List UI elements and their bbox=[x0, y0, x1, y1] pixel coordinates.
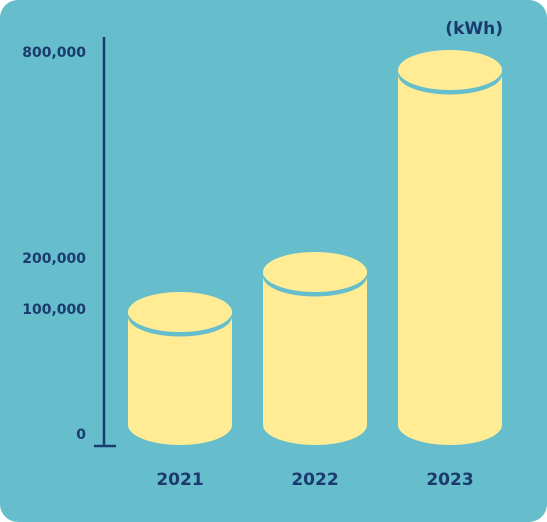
bar-top bbox=[263, 252, 367, 292]
bar-body bbox=[398, 71, 502, 445]
x-category-label: 2022 bbox=[291, 470, 338, 490]
y-tick-label: 100,000 bbox=[22, 302, 86, 318]
bar-body bbox=[128, 313, 232, 445]
bar-top bbox=[128, 292, 232, 332]
bar-2021 bbox=[128, 292, 232, 445]
y-tick-label: 0 bbox=[76, 427, 86, 443]
x-category-label: 2023 bbox=[426, 470, 473, 490]
bar-2023 bbox=[398, 50, 502, 445]
x-category-labels: 2021 2022 2023 bbox=[156, 470, 473, 490]
bar-top bbox=[398, 50, 502, 90]
bar-2022 bbox=[263, 252, 367, 445]
y-tick-labels: 0 100,000 200,000 800,000 bbox=[22, 45, 86, 443]
unit-label: (kWh) bbox=[445, 19, 503, 39]
x-category-label: 2021 bbox=[156, 470, 203, 490]
bars bbox=[128, 50, 502, 445]
y-tick-label: 800,000 bbox=[22, 45, 86, 61]
y-tick-label: 200,000 bbox=[22, 251, 86, 267]
bar-body bbox=[263, 273, 367, 445]
